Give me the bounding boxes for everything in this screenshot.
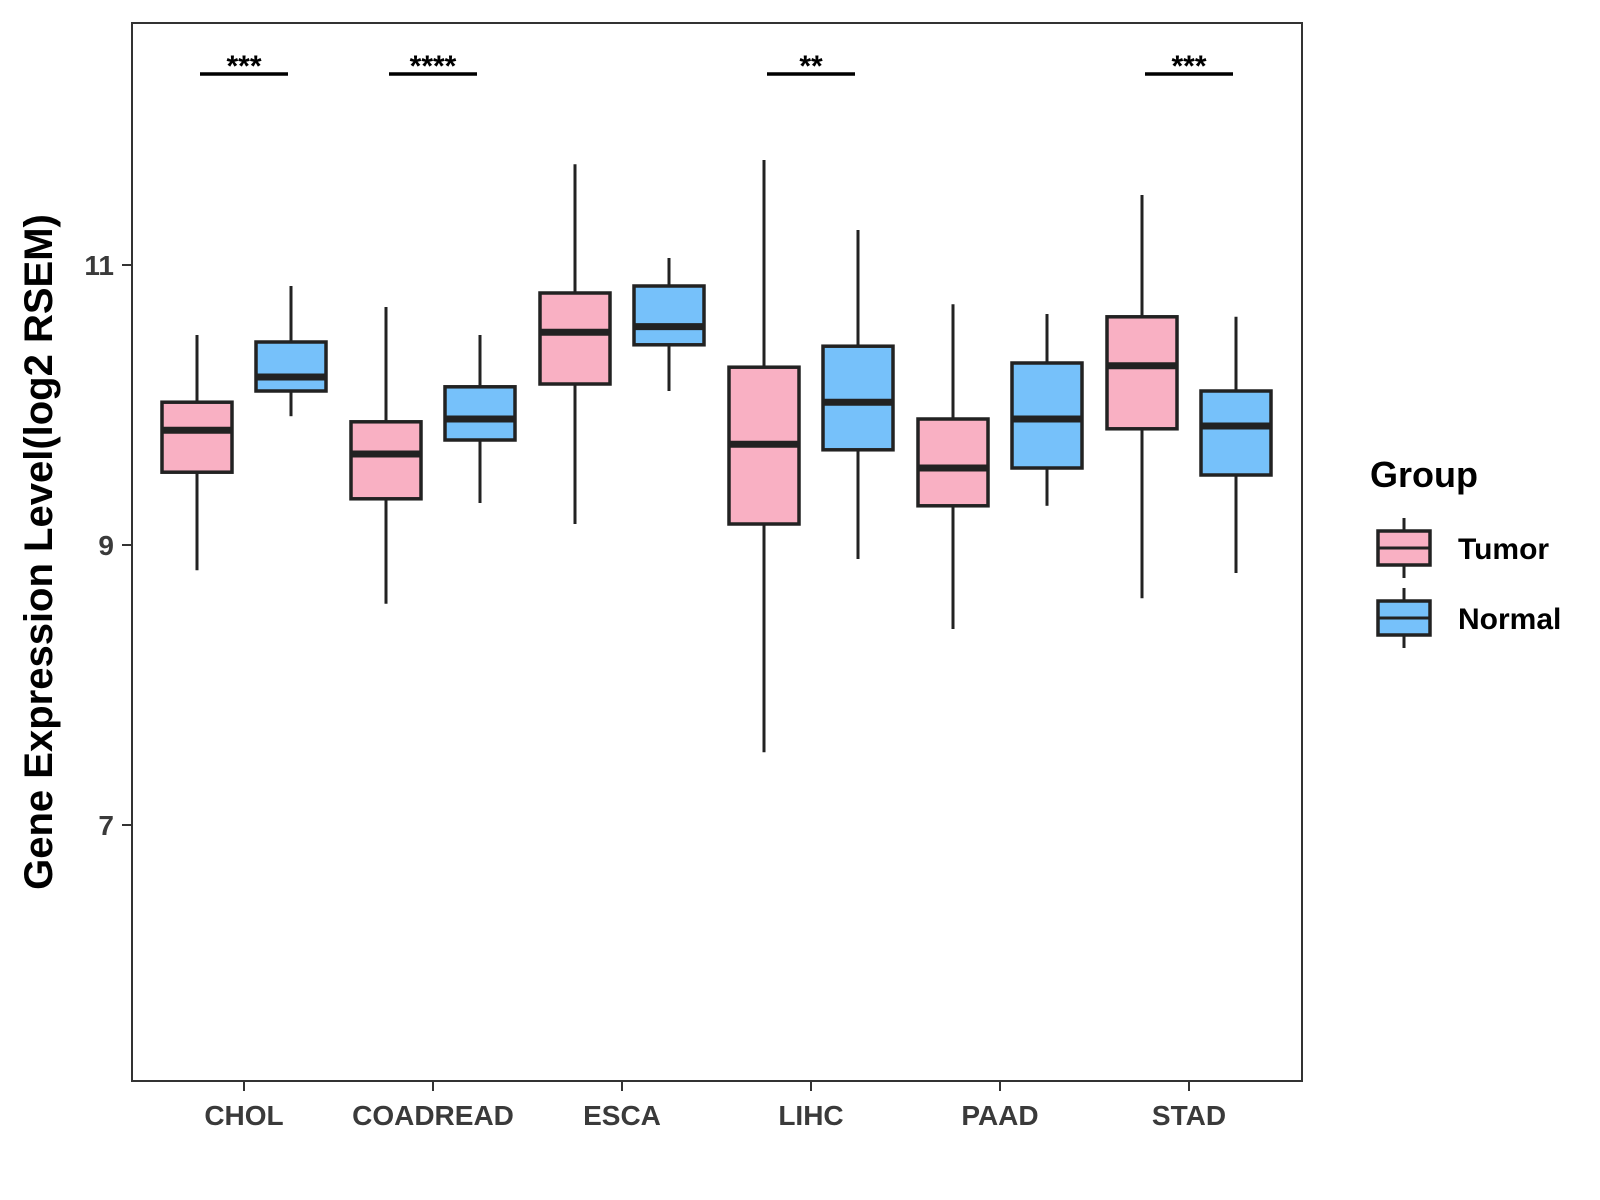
box-iqr xyxy=(821,344,895,452)
box-stad-normal xyxy=(1199,316,1273,573)
box-iqr xyxy=(632,284,706,347)
box-iqr xyxy=(349,420,423,501)
x-tick-label: STAD xyxy=(1152,1100,1226,1131)
significance-chol: *** xyxy=(200,50,288,83)
legend-label: Tumor xyxy=(1458,533,1549,566)
box-lihc-normal xyxy=(821,230,895,559)
plot-panel-border xyxy=(131,22,1303,1082)
box-iqr xyxy=(443,385,517,442)
y-tick-label: 9 xyxy=(98,530,114,561)
significance-label: ** xyxy=(799,50,823,83)
legend-entry-tumor: Tumor xyxy=(1376,518,1549,578)
box-iqr xyxy=(160,400,234,474)
plot-layer: *** **** ** *** xyxy=(160,50,1273,753)
significance-label: *** xyxy=(226,50,261,83)
box-stad-tumor xyxy=(1105,195,1179,599)
box-lihc-tumor xyxy=(727,160,801,753)
box-iqr xyxy=(1199,389,1273,477)
box-coadread-normal xyxy=(443,335,517,503)
box-esca-tumor xyxy=(538,164,612,524)
significance-label: *** xyxy=(1171,50,1206,83)
legend-entry-normal: Normal xyxy=(1376,588,1561,648)
box-iqr xyxy=(254,340,328,393)
x-tick-label: ESCA xyxy=(583,1100,661,1131)
box-coadread-tumor xyxy=(349,307,423,604)
legend-title: Group xyxy=(1370,454,1478,495)
legend: Group Tumor Normal xyxy=(1370,454,1561,648)
box-iqr xyxy=(538,291,612,386)
y-tick-label: 11 xyxy=(84,250,114,281)
x-tick-label: LIHC xyxy=(778,1100,843,1131)
y-axis-title: Gene Expression Level(log2 RSEM) xyxy=(17,214,61,890)
significance-lihc: ** xyxy=(767,50,855,83)
significance-stad: *** xyxy=(1145,50,1233,83)
x-tick-label: CHOL xyxy=(204,1100,283,1131)
box-paad-normal xyxy=(1010,314,1084,506)
axis-layer: 7 9 11 CHOL COADREAD ESCA LIHC PAAD STAD xyxy=(84,250,1226,1131)
significance-coadread: **** xyxy=(389,50,477,83)
x-tick-label: PAAD xyxy=(961,1100,1038,1131)
box-iqr xyxy=(916,417,990,508)
box-iqr xyxy=(1105,315,1179,431)
y-tick-label: 7 xyxy=(98,810,114,841)
box-chol-normal xyxy=(254,286,328,417)
significance-label: **** xyxy=(410,50,457,83)
box-paad-tumor xyxy=(916,304,990,629)
box-esca-normal xyxy=(632,258,706,391)
x-tick-label: COADREAD xyxy=(352,1100,514,1131)
box-chol-tumor xyxy=(160,335,234,571)
legend-label: Normal xyxy=(1458,603,1561,636)
